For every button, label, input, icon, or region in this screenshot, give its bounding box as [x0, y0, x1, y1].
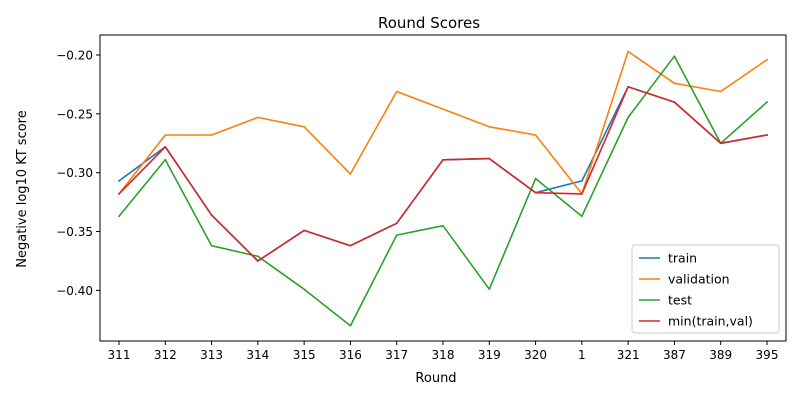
x-axis-label: Round: [415, 371, 456, 386]
data-point-test: [581, 215, 583, 218]
data-point-validation: [673, 82, 676, 85]
x-tick-label: 313: [200, 348, 223, 362]
x-tick-label: 395: [756, 348, 779, 362]
x-tick-label: 317: [385, 348, 408, 362]
data-point-train: [118, 180, 120, 182]
data-point-validation: [442, 108, 444, 110]
data-point-test: [303, 288, 305, 291]
x-tick-label: 387: [663, 348, 686, 362]
legend-label: validation: [668, 272, 730, 287]
data-point-validation: [766, 58, 768, 61]
data-point-validation: [488, 126, 491, 128]
legend: train validation test min(train,val): [631, 244, 780, 334]
data-point-min-train-val: [395, 222, 398, 225]
y-tick-label: −0.30: [56, 166, 93, 180]
legend-label: min(train,val): [668, 314, 753, 329]
data-point-test: [534, 177, 537, 180]
data-point-min-train-val: [581, 193, 583, 195]
x-tick-label: 314: [246, 348, 269, 362]
data-point-min-train-val: [488, 157, 491, 160]
data-point-test: [673, 55, 676, 57]
x-tick-label: 316: [339, 348, 362, 362]
data-point-min-train-val: [257, 260, 259, 262]
data-point-min-train-val: [719, 142, 722, 145]
x-tick-label: 315: [293, 348, 316, 362]
data-point-test: [210, 244, 213, 247]
data-point-min-train-val: [118, 193, 120, 195]
x-tick-label: 319: [478, 348, 501, 362]
data-point-test: [257, 255, 259, 258]
data-point-min-train-val: [442, 158, 444, 161]
legend-label: test: [668, 293, 692, 308]
data-point-validation: [349, 173, 352, 175]
data-point-min-train-val: [766, 134, 768, 136]
x-tick-label: 318: [432, 348, 455, 362]
data-point-min-train-val: [303, 229, 305, 232]
x-tick-label: 1: [578, 348, 586, 362]
series-lines: [117, 50, 769, 327]
data-point-validation: [164, 134, 167, 136]
data-point-test: [766, 101, 768, 103]
data-point-validation: [210, 134, 213, 136]
data-point-train: [581, 180, 583, 182]
data-point-validation: [257, 116, 259, 119]
data-point-min-train-val: [673, 101, 676, 103]
data-point-validation: [534, 134, 537, 136]
x-tick-label: 312: [154, 348, 177, 362]
legend-label: train: [668, 251, 697, 266]
x-axis-ticks: 311 312 313 314 315 316 317 318 319 320 1 321 387 389…: [108, 341, 779, 362]
data-point-test: [627, 116, 629, 119]
data-point-validation: [303, 126, 305, 128]
x-tick-label: 311: [108, 348, 131, 362]
chart-title: Round Scores: [378, 14, 480, 32]
data-point-validation: [719, 90, 722, 93]
y-tick-label: −0.40: [56, 284, 93, 298]
y-tick-label: −0.25: [56, 107, 93, 121]
data-point-validation: [627, 50, 629, 53]
legend-box: [631, 244, 780, 334]
y-tick-label: −0.20: [56, 49, 93, 63]
data-point-min-train-val: [627, 85, 629, 88]
data-point-test: [395, 234, 398, 236]
data-point-test: [164, 158, 167, 161]
y-axis-ticks: −0.40 −0.35 −0.30 −0.25 −0.20: [56, 49, 100, 298]
data-point-min-train-val: [349, 244, 352, 247]
x-tick-label: 320: [524, 348, 547, 362]
data-point-validation: [395, 90, 398, 93]
x-tick-label: 321: [617, 348, 640, 362]
y-axis-label: Negative log10 KT score: [15, 110, 30, 268]
data-point-min-train-val: [210, 214, 213, 216]
data-point-test: [118, 215, 120, 218]
data-point-test: [488, 288, 491, 291]
data-point-min-train-val: [534, 191, 537, 194]
y-tick-label: −0.35: [56, 225, 93, 239]
x-tick-label: 389: [709, 348, 732, 362]
data-point-min-train-val: [164, 146, 167, 148]
data-point-test: [442, 224, 444, 227]
data-point-test: [349, 324, 352, 327]
